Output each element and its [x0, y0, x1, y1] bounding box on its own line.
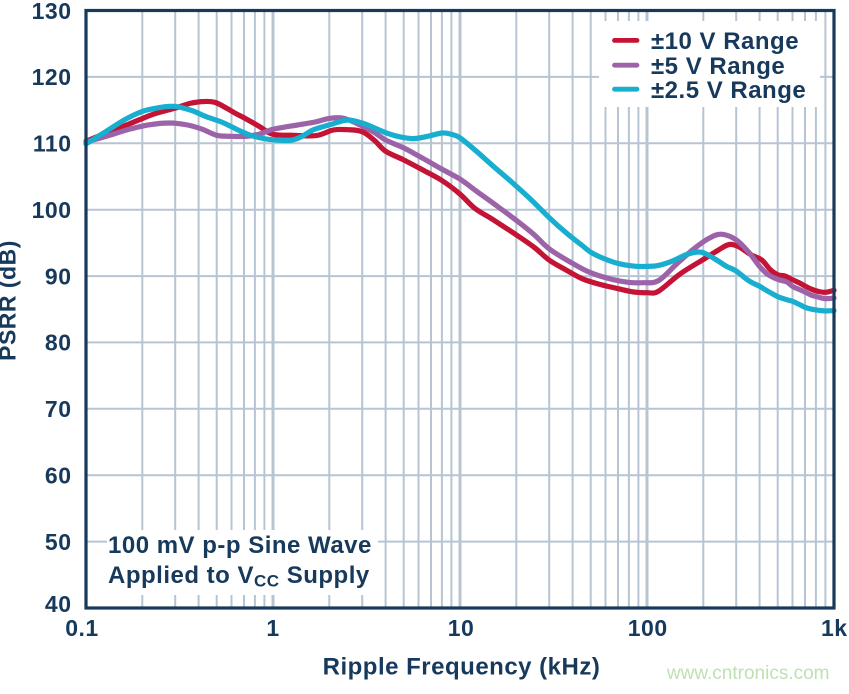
svg-text:80: 80 — [45, 330, 72, 356]
svg-text:100: 100 — [628, 615, 668, 641]
svg-text:Ripple Frequency (kHz): Ripple Frequency (kHz) — [323, 654, 601, 681]
svg-text:±5 V Range: ±5 V Range — [651, 53, 785, 80]
svg-text:0.1: 0.1 — [65, 615, 98, 641]
svg-text:70: 70 — [45, 396, 72, 422]
svg-text:10: 10 — [448, 615, 475, 641]
svg-text:110: 110 — [33, 131, 72, 157]
svg-text:1k: 1k — [821, 615, 848, 641]
svg-text:±2.5 V Range: ±2.5 V Range — [651, 77, 806, 104]
svg-text:50: 50 — [45, 529, 72, 555]
svg-text:1: 1 — [266, 615, 279, 641]
svg-text:PSRR (dB): PSRR (dB) — [0, 240, 21, 361]
svg-text:Applied to VCC Supply: Applied to VCC Supply — [108, 562, 370, 591]
svg-text:100: 100 — [32, 197, 72, 223]
svg-text:60: 60 — [45, 463, 72, 489]
svg-text:100 mV p-p Sine Wave: 100 mV p-p Sine Wave — [108, 532, 372, 559]
svg-text:±10 V Range: ±10 V Range — [651, 28, 799, 55]
svg-text:90: 90 — [45, 263, 72, 289]
svg-text:40: 40 — [45, 591, 72, 617]
svg-text:130: 130 — [32, 0, 72, 24]
svg-text:120: 120 — [32, 64, 72, 90]
svg-text:www.cntronics.com: www.cntronics.com — [666, 663, 830, 684]
